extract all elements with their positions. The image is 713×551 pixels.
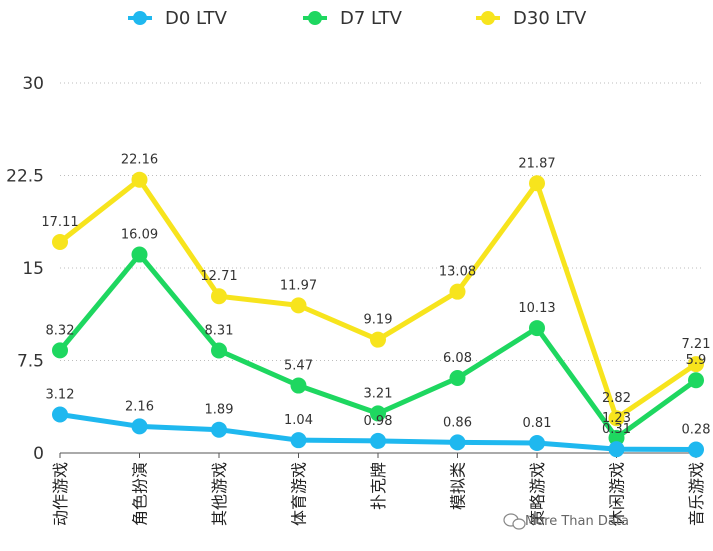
data-label: 3.12 [46,388,75,403]
data-label: 3.21 [364,386,393,401]
data-label: 0.98 [364,414,393,429]
data-label: 2.16 [125,399,154,414]
legend-entry: D30 LTV [513,8,587,29]
data-point [131,171,148,188]
x-tick-label: 音乐游戏 [687,462,706,526]
y-tick-label: 30 [22,74,44,94]
series-layer [52,171,704,458]
data-point [370,405,386,422]
data-point [131,246,148,263]
data-point [370,432,386,449]
data-label: 11.97 [280,278,317,293]
x-tick-label: 其他游戏 [210,462,229,526]
x-tick-label: 扑克牌 [369,462,388,510]
data-point [290,432,307,449]
data-point [529,320,545,337]
data-label: 9.19 [364,313,393,328]
x-tick-label: 角色扮演 [131,462,150,526]
data-point [449,434,466,451]
x-tick-label: 休闲游戏 [608,462,627,526]
data-label: 6.08 [443,351,472,366]
series-line-d30-ltv [57,177,699,421]
watermark-text: More Than Data [525,514,629,529]
data-label: 0.28 [682,423,711,438]
data-label: 1.04 [284,413,313,428]
legend-swatch-marker [133,11,147,25]
x-axis: 动作游戏 角色扮演 其他游戏 体育游戏 扑克牌 模拟类 策略游戏 休闲游戏 音乐游戏 [51,453,706,526]
data-label: 22.16 [121,153,158,168]
legend: D0 LTV D7 LTV D30 LTV [128,8,587,29]
data-label: 12.71 [200,269,237,284]
data-point [211,421,227,438]
data-label: 1.23 [602,411,631,426]
data-label: 0.81 [523,416,552,431]
data-label: 1.89 [205,403,234,418]
data-point [211,342,227,359]
legend-entry: D0 LTV [165,8,228,29]
data-label: 5.47 [284,359,313,374]
data-label: 0.31 [602,422,631,437]
data-point [449,370,466,387]
legend-swatch-marker [308,11,322,25]
data-point [608,441,625,458]
data-label: 0.86 [443,415,472,430]
watermark: More Than Data [503,513,629,530]
data-point [688,372,704,389]
y-tick-label: 22.5 [6,167,44,187]
data-point [52,342,68,359]
data-label: 5.9 [686,353,707,368]
legend-entry: D7 LTV [340,8,403,29]
y-axis: 0 7.5 15 22.5 30 [6,74,44,464]
data-point [688,441,704,458]
x-tick-label: 模拟类 [449,462,468,510]
data-label: 10.13 [518,301,555,316]
data-label: 2.82 [602,391,631,406]
data-point [52,406,68,423]
data-point [449,283,466,300]
wechat-icon [503,513,526,530]
y-tick-label: 7.5 [17,352,44,372]
data-point [529,435,545,452]
legend-swatch-marker [481,11,495,25]
data-point [52,233,68,250]
data-label: 16.09 [121,228,158,243]
data-point [529,175,545,192]
data-point [608,410,625,427]
data-label: 8.31 [205,324,234,339]
x-tick-label: 策略游戏 [528,462,547,526]
data-point [608,429,625,446]
y-tick-label: 15 [22,259,44,279]
data-label: 17.11 [41,215,78,230]
data-point [688,356,704,373]
data-label: 7.21 [682,337,711,352]
data-labels-layer: 3.12 2.16 1.89 1.04 0.98 0.86 0.81 0.31 0.28 8.32… [41,153,710,438]
data-point [290,297,307,314]
data-point [131,418,148,435]
data-point [290,377,307,394]
data-label: 8.32 [46,323,75,338]
x-tick-label: 动作游戏 [51,462,70,526]
data-point [211,288,227,305]
data-point [370,331,386,348]
data-label: 21.87 [518,156,555,171]
x-tick-label: 体育游戏 [290,462,309,526]
y-tick-label: 0 [33,444,44,464]
data-label: 13.08 [439,265,476,280]
